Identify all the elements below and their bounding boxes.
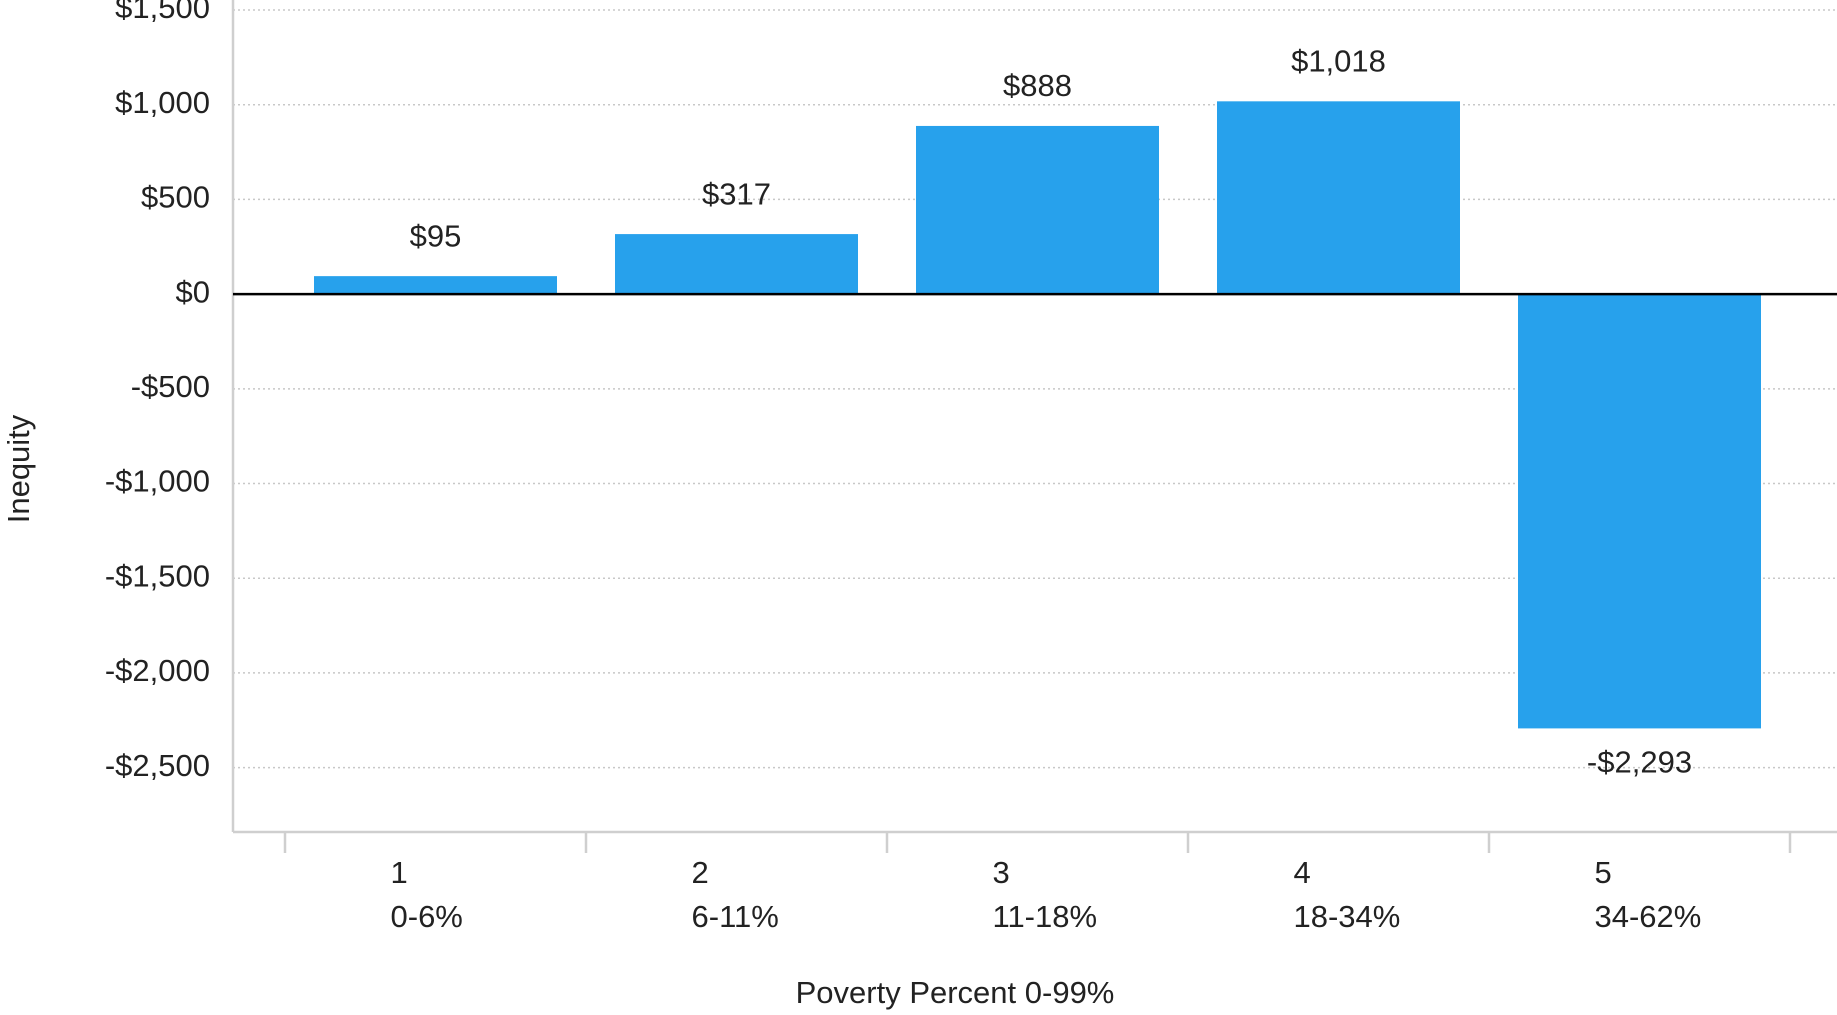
x-tick-label: 5 [1595, 855, 1612, 890]
x-tick-label: 3 [993, 855, 1010, 890]
y-tick-label: -$2,000 [105, 653, 210, 688]
value-label: $95 [410, 218, 462, 253]
x-tick-label: 2 [692, 855, 709, 890]
value-label: $888 [1003, 68, 1072, 103]
y-tick-label: -$500 [131, 369, 210, 404]
x-tick-label: 4 [1294, 855, 1311, 890]
y-tick-label: $1,000 [115, 85, 210, 120]
value-label: -$2,293 [1587, 745, 1692, 780]
y-tick-label: -$2,500 [105, 748, 210, 783]
x-tick-sublabel: 18-34% [1294, 899, 1401, 934]
y-tick-label: $1,500 [115, 0, 210, 25]
bar [1518, 294, 1761, 729]
y-tick-label: -$1,500 [105, 558, 210, 593]
bar [314, 276, 557, 295]
value-label: $317 [702, 176, 771, 211]
x-axis-label: Poverty Percent 0-99% [796, 975, 1115, 1010]
bar [1217, 101, 1460, 295]
y-axis-label: Inequity [1, 414, 36, 523]
x-tick-label: 1 [391, 855, 408, 890]
x-tick-sublabel: 0-6% [391, 899, 463, 934]
x-tick-sublabel: 11-18% [993, 899, 1098, 934]
bar [615, 234, 858, 295]
bar [916, 125, 1159, 295]
y-tick-label: $500 [141, 180, 210, 215]
x-tick-sublabel: 34-62% [1595, 899, 1702, 934]
y-tick-label: $0 [176, 274, 210, 309]
y-tick-label: -$1,000 [105, 464, 210, 499]
value-label: $1,018 [1291, 44, 1386, 79]
x-tick-sublabel: 6-11% [692, 899, 779, 934]
